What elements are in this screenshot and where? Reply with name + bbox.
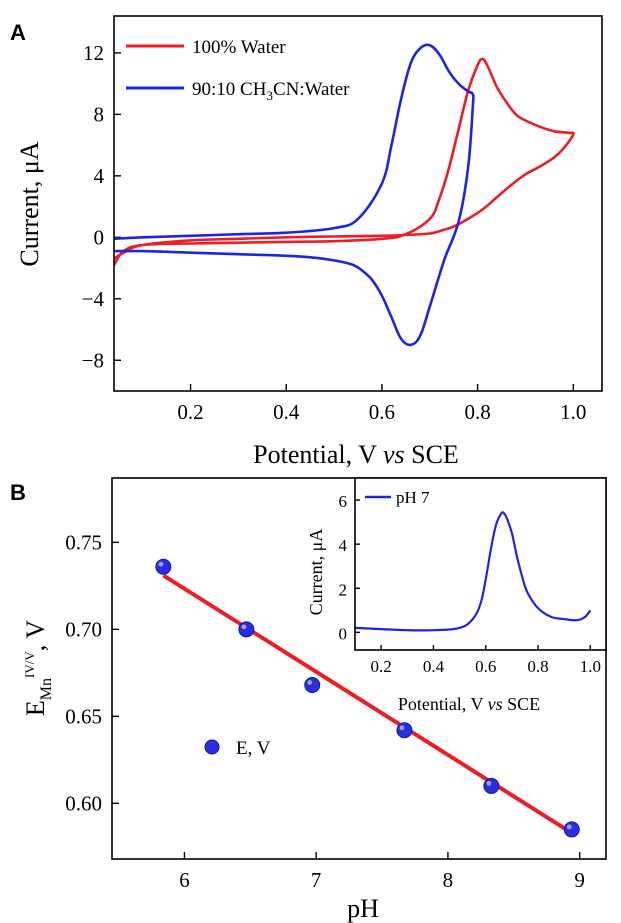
inset-series bbox=[355, 511, 592, 632]
panel-a-xtick-label: 0.6 bbox=[369, 400, 395, 424]
inset-ytick-label: 4 bbox=[339, 536, 348, 555]
panel-a-xtick-label: 0.4 bbox=[273, 400, 300, 424]
data-point-highlight bbox=[158, 561, 164, 567]
inset-xtick-label: 0.6 bbox=[475, 657, 496, 676]
panel-a-ytick-label: −4 bbox=[82, 287, 105, 311]
legend-label-e: E, V bbox=[236, 738, 271, 759]
panel-b-chart: 6 7 8 90.750.700.650.60 E, V pH EMnIV/V, V … bbox=[21, 477, 607, 923]
panel-b-xtick-label: 9 bbox=[574, 868, 585, 892]
inset-ytick-label: 0 bbox=[339, 624, 348, 643]
data-point bbox=[155, 558, 172, 575]
panel-b-series bbox=[155, 558, 580, 838]
inset-ylabel: Current, μA bbox=[306, 529, 326, 616]
panel-a-ticks: 0.2 0.4 0.6 0.8 1.0 12 8 4 0 −4 −8 bbox=[82, 41, 587, 424]
data-point-highlight bbox=[399, 725, 405, 731]
data-point bbox=[238, 621, 255, 638]
inset-frame bbox=[354, 477, 607, 651]
panel-a-ytick-label: 12 bbox=[83, 41, 104, 65]
inset-xlabel: Potential, V vs SCE bbox=[398, 694, 540, 714]
panel-b-ticks: 6 7 8 90.750.700.650.60 bbox=[65, 530, 585, 892]
inset-xtick-label: 0.4 bbox=[423, 657, 445, 676]
inset-xtick-label: 0.8 bbox=[527, 657, 548, 676]
panel-b-ytick-label: 0.75 bbox=[65, 530, 102, 554]
panel-a-label: A bbox=[10, 20, 26, 45]
panel-b-ytick-label: 0.65 bbox=[65, 704, 102, 728]
panel-b-xtick-label: 6 bbox=[179, 868, 190, 892]
panel-a-ytick-label: 0 bbox=[94, 225, 105, 249]
inset-ytick-label: 2 bbox=[339, 580, 348, 599]
dpv-curve-ph7 bbox=[355, 511, 592, 632]
panel-a-ytick-label: −8 bbox=[82, 348, 104, 372]
linear-fit-line bbox=[162, 573, 573, 835]
inset-legend-label: pH 7 bbox=[396, 488, 430, 507]
cv-curve-water bbox=[114, 57, 575, 266]
legend-marker-e bbox=[204, 739, 220, 755]
panel-a-ylabel: Current, μA bbox=[15, 141, 44, 266]
panel-b-ytick-label: 0.60 bbox=[65, 791, 102, 815]
panel-b-inset: 0.2 0.4 0.6 0.8 1.0 6 4 2 0 pH 7 Potential, V vs… bbox=[306, 477, 607, 714]
panel-a-legend: 100% Water 90:10 CH3CN:Water bbox=[126, 37, 350, 103]
panel-b-label: B bbox=[10, 480, 26, 505]
data-point-highlight bbox=[307, 680, 313, 685]
inset-ticks: 0.2 0.4 0.6 0.8 1.0 6 4 2 0 bbox=[339, 492, 601, 676]
data-point-highlight bbox=[241, 624, 247, 630]
panel-b-xtick-label: 7 bbox=[311, 868, 322, 892]
panel-b-ylabel: EMnIV/V, V bbox=[21, 620, 55, 716]
data-point bbox=[304, 677, 321, 694]
panel-a-frame bbox=[113, 15, 603, 392]
cv-curve-acetonitrile bbox=[114, 43, 475, 347]
panel-a-xtick-label: 1.0 bbox=[560, 400, 586, 424]
data-point bbox=[563, 821, 580, 838]
inset-xtick-label: 1.0 bbox=[580, 657, 601, 676]
inset-background bbox=[355, 478, 606, 650]
panel-b-xlabel: pH bbox=[347, 894, 379, 923]
data-point-highlight bbox=[486, 781, 492, 786]
inset-xtick-label: 0.2 bbox=[371, 657, 392, 676]
data-point bbox=[396, 722, 413, 739]
panel-b-ytick-label: 0.70 bbox=[65, 617, 102, 641]
panel-a-xtick-label: 0.2 bbox=[177, 400, 203, 424]
legend-label-water: 100% Water bbox=[192, 37, 286, 58]
data-point-highlight bbox=[566, 824, 572, 830]
panel-a-xtick-label: 0.8 bbox=[464, 400, 490, 424]
data-point bbox=[483, 777, 500, 794]
panel-a-ytick-label: 8 bbox=[94, 102, 105, 126]
legend-label-acetonitrile: 90:10 CH3CN:Water bbox=[192, 79, 350, 103]
panel-a-chart: 0.2 0.4 0.6 0.8 1.0 12 8 4 0 −4 −8 100% Water 90:1… bbox=[15, 15, 603, 469]
panel-a-series bbox=[114, 43, 575, 347]
inset-ytick-label: 6 bbox=[339, 492, 348, 511]
panel-a-xlabel: Potential, V vs SCE bbox=[253, 440, 459, 469]
panel-b-legend: E, V bbox=[204, 738, 271, 759]
panel-a-ytick-label: 4 bbox=[94, 164, 105, 188]
panel-b-xtick-label: 8 bbox=[443, 868, 454, 892]
